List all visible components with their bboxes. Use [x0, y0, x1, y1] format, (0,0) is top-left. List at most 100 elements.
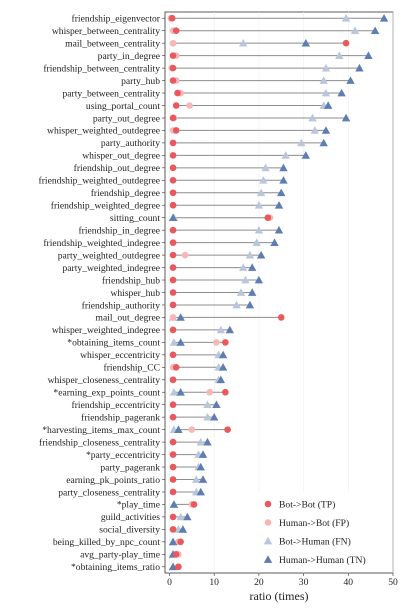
row-37: earning_pk_points_ratio	[66, 475, 208, 486]
point-tn	[209, 412, 219, 421]
point-tn	[247, 263, 257, 271]
row-14: friendship_degree	[91, 188, 286, 199]
point-fn	[254, 225, 264, 234]
point-tp	[264, 214, 272, 221]
y-tick-label: mail_out_degree	[96, 313, 160, 324]
point-tp	[169, 401, 177, 409]
y-tick-label: party_authority	[101, 138, 160, 149]
point-tn	[277, 188, 286, 197]
row-38: party_closeness_centrality	[58, 487, 205, 498]
row-19: party_weighted_outdegree	[58, 250, 266, 261]
row-44: *obtaining_items_ratio	[71, 562, 182, 573]
row-2: mail_between_centrality	[65, 38, 350, 49]
y-tick-label: friendship_in_degree	[78, 225, 160, 236]
legend-item-tn: Human->Human (TN)	[263, 555, 366, 566]
point-fn	[341, 14, 351, 22]
point-tn	[355, 63, 364, 72]
y-tick-label: *obtaining_items_count	[67, 338, 160, 349]
point-tp	[169, 152, 177, 159]
point-tp	[169, 52, 177, 59]
point-tp	[169, 189, 177, 197]
point-fn	[176, 512, 185, 521]
point-fn	[169, 388, 179, 396]
point-fn	[245, 250, 255, 259]
row-13: friendship_weighted_outdegree	[39, 176, 288, 187]
x-tick-label: 20	[254, 577, 264, 588]
y-tick-label: friendship_degree	[91, 188, 160, 199]
point-tp	[174, 89, 181, 97]
row-10: party_authority	[101, 138, 328, 149]
x-tick-label: 30	[299, 577, 309, 588]
row-42: being_killed_by_npc_count	[53, 537, 184, 548]
point-tn	[169, 500, 179, 508]
y-tick-label: mail_between_centrality	[65, 38, 160, 49]
point-tp	[169, 251, 177, 259]
point-tp	[169, 326, 177, 334]
row-31: friendship_eccentricity	[72, 400, 221, 411]
point-fn	[319, 76, 328, 84]
y-tick-label: friendship_eigenvector	[72, 14, 161, 25]
row-7: using_portal_count	[86, 101, 333, 112]
y-tick-label: *party_eccentricity	[86, 450, 160, 461]
point-tn	[212, 400, 221, 409]
point-tn	[379, 14, 389, 22]
y-tick-label: party_in_degree	[98, 51, 160, 62]
row-8: party_out_degree	[93, 113, 351, 124]
point-tp	[172, 102, 180, 109]
point-tn	[198, 450, 208, 458]
point-tp	[169, 488, 177, 496]
row-24: mail_out_degree	[96, 313, 285, 324]
point-tn	[301, 151, 311, 159]
y-tick-label: avg_party-play_time	[80, 550, 160, 561]
point-fn	[203, 400, 212, 409]
row-41: social_diversity	[99, 525, 188, 536]
point-tp	[169, 139, 177, 147]
point-tp	[169, 64, 177, 72]
point-tn	[319, 138, 328, 147]
y-tick-label: whisper_weighted_indegree	[52, 325, 160, 336]
row-0: friendship_eigenvector	[72, 14, 389, 25]
legend-label: Bot->Bot (TP)	[279, 499, 335, 510]
row-40: guild_activities	[101, 512, 192, 523]
row-29: whisper_closeness_centrality	[48, 375, 226, 386]
point-tp	[190, 501, 198, 508]
point-tn	[218, 363, 228, 371]
point-tn	[203, 437, 212, 446]
point-fn	[261, 163, 270, 172]
point-tp	[177, 538, 184, 546]
point-tp	[169, 289, 177, 296]
point-tp	[172, 551, 180, 558]
legend-label: Human->Bot (FP)	[279, 518, 349, 529]
point-fn	[216, 325, 226, 334]
row-21: friendship_hub	[102, 275, 264, 286]
row-4: friendship_between_centrality	[43, 63, 364, 74]
point-fn	[192, 475, 201, 483]
y-tick-label: whisper_hub	[110, 288, 160, 299]
y-tick-label: whisper_between_centrality	[52, 26, 160, 37]
point-fn	[232, 300, 241, 309]
point-tp	[169, 451, 177, 458]
y-tick-label: friendship_out_degree	[74, 163, 160, 174]
y-tick-label: *harvesting_items_max_count	[42, 425, 160, 436]
point-tn	[346, 76, 355, 84]
y-tick-label: friendship_weighted_outdegree	[39, 176, 160, 187]
point-tp	[169, 226, 177, 234]
point-tp	[169, 264, 177, 271]
y-tick-label: using_portal_count	[86, 101, 160, 112]
point-tn	[270, 238, 279, 246]
row-23: friendship_authority	[82, 300, 255, 311]
row-9: whisper_weighted_outdegree	[47, 126, 331, 137]
point-tp	[222, 388, 229, 396]
point-tn	[323, 101, 333, 109]
row-17: friendship_in_degree	[78, 225, 284, 236]
point-tp	[169, 526, 177, 533]
point-tn	[364, 51, 373, 59]
point-tp	[169, 513, 177, 521]
y-tick-label: friendship_CC	[104, 363, 161, 374]
point-fp	[181, 251, 189, 259]
point-tp	[222, 339, 229, 346]
y-tick-label: friendship_closeness_centrality	[39, 437, 160, 448]
point-fn	[169, 338, 179, 346]
row-11: whisper_out_degree	[82, 151, 311, 162]
point-tn	[168, 562, 178, 571]
